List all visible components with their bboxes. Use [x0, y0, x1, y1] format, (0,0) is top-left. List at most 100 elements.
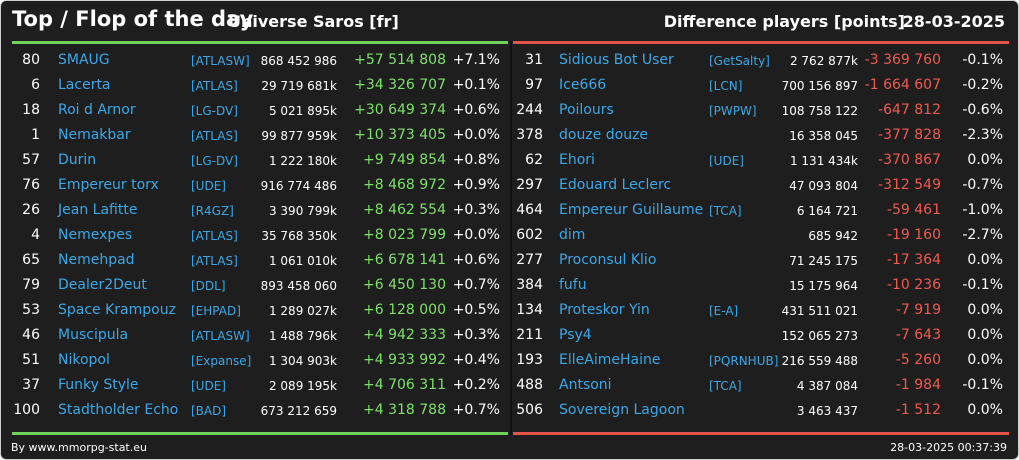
player-points: 15 175 964 [789, 279, 858, 293]
alliance-tag-link[interactable]: [DDL] [191, 279, 226, 293]
player-name-link[interactable]: Jean Lafitte [58, 202, 138, 218]
player-points: 99 877 959k [261, 129, 337, 143]
header: Top / Flop of the day Universe Saros [fr… [1, 7, 1018, 37]
flop-row: 297 Edouard Leclerc 47 093 804 -312 549 -0.7… [513, 173, 1009, 198]
alliance-tag-link[interactable]: [PWPW] [709, 104, 757, 118]
player-name-link[interactable]: Nemakbar [58, 127, 131, 143]
points-difference: -7 919 [895, 302, 941, 318]
alliance-tag-link[interactable]: [LG-DV] [191, 154, 238, 168]
alliance-tag-link[interactable]: [ATLAS] [191, 79, 238, 93]
player-name-link[interactable]: Empereur torx [58, 177, 159, 193]
alliance-tag-link[interactable]: [ATLASW] [191, 329, 250, 343]
player-rank: 31 [525, 52, 543, 68]
flop-row: 506 Sovereign Lagoon 3 463 437 -1 512 0.0% [513, 398, 1009, 423]
player-rank: 211 [516, 327, 543, 343]
player-name-link[interactable]: Nemexpes [58, 227, 133, 243]
percent-change: +0.2% [452, 377, 500, 393]
alliance-tag-link[interactable]: [UDE] [709, 154, 744, 168]
player-name-link[interactable]: Antsoni [559, 377, 612, 393]
alliance-tag-link[interactable]: [LG-DV] [191, 104, 238, 118]
player-name-link[interactable]: SMAUG [58, 52, 110, 68]
top-bottom-bar [12, 432, 508, 435]
player-name-link[interactable]: Sidious Bot User [559, 52, 674, 68]
points-difference: +57 514 808 [354, 52, 446, 68]
alliance-tag-link[interactable]: [Expanse] [191, 354, 252, 368]
alliance-tag-link[interactable]: [BAD] [191, 404, 227, 418]
player-name-link[interactable]: Roi d Arnor [58, 102, 136, 118]
alliance-tag-link[interactable]: [R4GZ] [191, 204, 234, 218]
player-rank: 193 [516, 352, 543, 368]
player-name-link[interactable]: Dealer2Deut [58, 277, 147, 293]
player-points: 1 304 903k [268, 354, 337, 368]
player-name-link[interactable]: Nemehpad [58, 252, 135, 268]
player-name-link[interactable]: Empereur Guillaume [559, 202, 704, 218]
player-name-link[interactable]: Nikopol [58, 352, 110, 368]
points-difference: -370 867 [878, 152, 941, 168]
player-name-link[interactable]: Durin [58, 152, 97, 168]
percent-change: +0.5% [452, 302, 500, 318]
percent-change: +0.0% [452, 127, 500, 143]
alliance-tag-link[interactable]: [UDE] [191, 379, 226, 393]
player-name-link[interactable]: Space Krampouz [58, 302, 176, 318]
player-rank: 18 [22, 102, 40, 118]
flop-row: 464 Empereur Guillaume [TCA] 6 164 721 -59 4… [513, 198, 1009, 223]
player-name-link[interactable]: Stadtholder Echo [58, 402, 179, 418]
player-points: 5 021 895k [268, 104, 337, 118]
alliance-tag-link[interactable]: [ATLAS] [191, 129, 238, 143]
player-name-link[interactable]: Sovereign Lagoon [559, 402, 685, 418]
percent-change: -0.1% [962, 277, 1003, 293]
player-name-link[interactable]: Ice666 [559, 77, 607, 93]
player-rank: 488 [516, 377, 543, 393]
percent-change: +0.6% [452, 102, 500, 118]
alliance-tag-link[interactable]: [ATLAS] [191, 229, 238, 243]
player-name-link[interactable]: Muscipula [58, 327, 129, 343]
top-row: 37 Funky Style [UDE] 2 089 195k +4 706 311 +0… [12, 373, 508, 398]
top-table: 80 SMAUG [ATLASW] 868 452 986 +57 514 808 +7.… [12, 48, 508, 423]
percent-change: -0.6% [962, 102, 1003, 118]
percent-change: -0.1% [962, 377, 1003, 393]
alliance-tag-link[interactable]: [ATLAS] [191, 254, 238, 268]
player-name-link[interactable]: Proteskor Yin [559, 302, 650, 318]
player-name-link[interactable]: fufu [559, 277, 587, 293]
player-name-link[interactable]: Funky Style [58, 377, 139, 393]
flop-row: 488 Antsoni [TCA] 4 387 084 -1 984 -0.1% [513, 373, 1009, 398]
player-rank: 1 [31, 127, 40, 143]
player-name-link[interactable]: Psy4 [559, 327, 592, 343]
footer: By www.mmorpg-stat.eu 28-03-2025 00:37:3… [1, 439, 1018, 459]
points-difference: +10 373 405 [354, 127, 446, 143]
top-row: 51 Nikopol [Expanse] 1 304 903k +4 933 992 +0… [12, 348, 508, 373]
alliance-tag-link[interactable]: [PQRNHUB] [709, 354, 779, 368]
points-difference: +4 942 333 [363, 327, 446, 343]
player-name-link[interactable]: Ehori [559, 152, 595, 168]
player-name-link[interactable]: ElleAimeHaine [559, 352, 661, 368]
player-rank: 79 [22, 277, 40, 293]
player-points: 71 245 175 [789, 254, 858, 268]
player-name-link[interactable]: Edouard Leclerc [559, 177, 672, 193]
alliance-tag-link[interactable]: [TCA] [709, 204, 742, 218]
player-name-link[interactable]: Proconsul Klio [559, 252, 657, 268]
alliance-tag-link[interactable]: [ATLASW] [191, 54, 250, 68]
player-points: 3 463 437 [796, 404, 858, 418]
alliance-tag-link[interactable]: [LCN] [709, 79, 743, 93]
alliance-tag-link[interactable]: [E-A] [709, 304, 739, 318]
alliance-tag-link[interactable]: [EHPAD] [191, 304, 241, 318]
alliance-tag-link[interactable]: [GetSalty] [709, 54, 770, 68]
source-credit[interactable]: By www.mmorpg-stat.eu [11, 441, 147, 454]
percent-change: -2.7% [962, 227, 1003, 243]
top-row: 6 Lacerta [ATLAS] 29 719 681k +34 326 707 +0.… [12, 73, 508, 98]
percent-change: 0.0% [967, 152, 1003, 168]
points-difference: -377 828 [878, 127, 941, 143]
alliance-tag-link[interactable]: [TCA] [709, 379, 742, 393]
player-name-link[interactable]: Poilours [559, 102, 614, 118]
points-difference: -1 512 [895, 402, 941, 418]
player-name-link[interactable]: douze douze [559, 127, 649, 143]
top-row: 4 Nemexpes [ATLAS] 35 768 350k +8 023 799 +0.… [12, 223, 508, 248]
player-name-link[interactable]: Lacerta [58, 77, 111, 93]
alliance-tag-link[interactable]: [UDE] [191, 179, 226, 193]
flop-row: 277 Proconsul Klio 71 245 175 -17 364 0.0% [513, 248, 1009, 273]
points-difference: +6 678 141 [363, 252, 446, 268]
timestamp: 28-03-2025 00:37:39 [890, 441, 1007, 454]
player-points: 916 774 486 [260, 179, 337, 193]
player-name-link[interactable]: dim [559, 227, 586, 243]
